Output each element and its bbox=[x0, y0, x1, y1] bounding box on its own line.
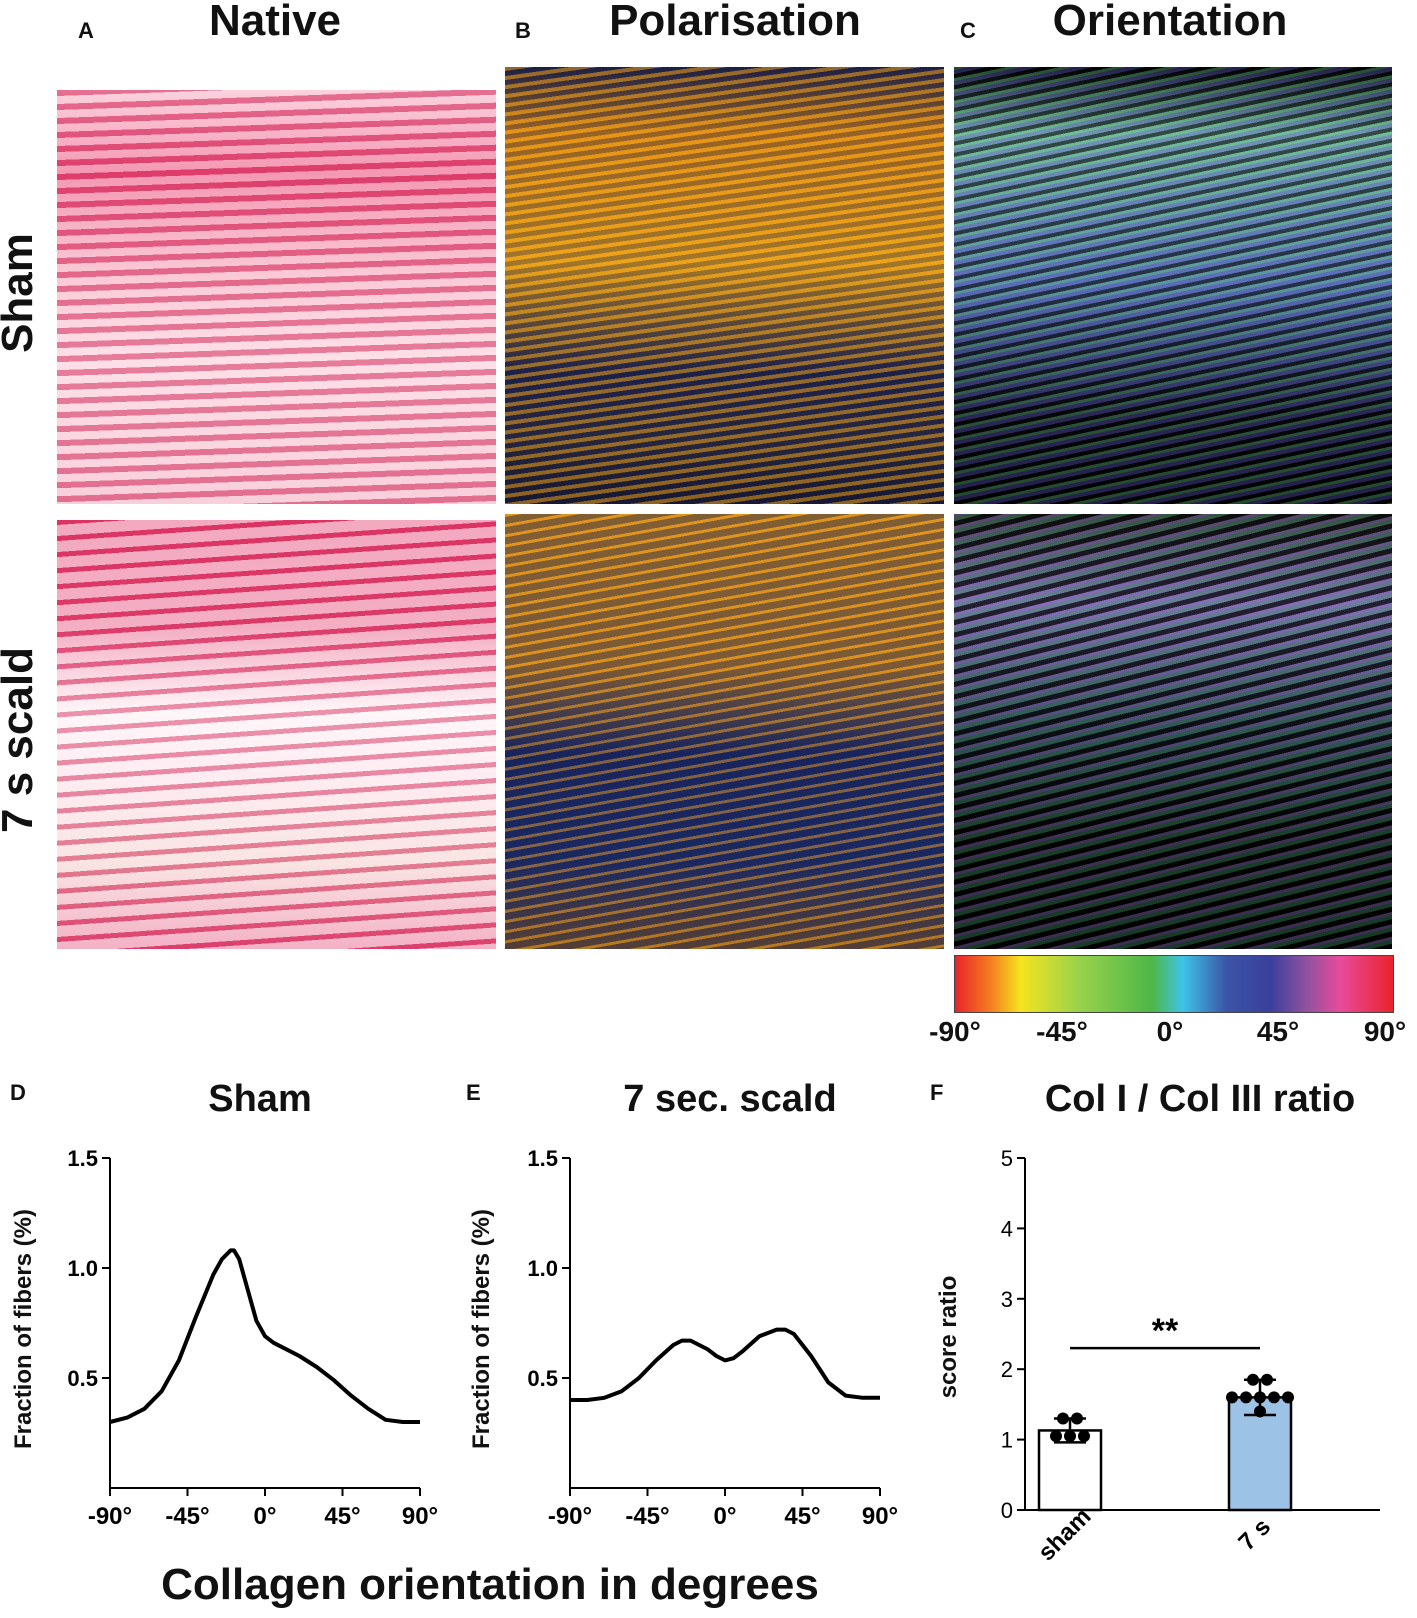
chart-title-ratio: Col I / Col III ratio bbox=[1044, 1078, 1356, 1120]
panel-letter-a: A bbox=[78, 18, 94, 43]
colorbar-tick-label: -45° bbox=[1036, 1016, 1088, 1047]
panel-letter-e: E bbox=[466, 1080, 481, 1105]
column-title-native: Native bbox=[208, 0, 342, 45]
chart-f-data-point bbox=[1071, 1412, 1083, 1425]
chart-f-data-point bbox=[1261, 1373, 1273, 1386]
chart-f-y-tick-label: 5 bbox=[1001, 1150, 1013, 1171]
chart-e-x-tick-label: 45° bbox=[784, 1503, 820, 1530]
chart-d-y-tick-label: 0.5 bbox=[67, 1366, 98, 1391]
colorbar-tick-label: 90° bbox=[1363, 1016, 1407, 1047]
chart-d-x-tick-label: 45° bbox=[324, 1503, 360, 1530]
line-chart-scald: 0.5 1.0 1.5 -90° -45° 0° 45° 90° bbox=[527, 1150, 898, 1530]
y-axis-title-d: Fraction of fibers (%) bbox=[10, 1208, 37, 1449]
micrograph-polarisation-scald bbox=[505, 514, 944, 949]
chart-f-data-point bbox=[1057, 1412, 1069, 1425]
chart-f-significance-marker: ** bbox=[1152, 1312, 1179, 1350]
chart-f-y-tick-label: 3 bbox=[1001, 1287, 1013, 1312]
chart-f-y-tick-label: 0 bbox=[1001, 1498, 1013, 1523]
panel-letter-d: D bbox=[10, 1080, 26, 1105]
micrograph-orientation-scald bbox=[954, 514, 1392, 949]
chart-f-data-point bbox=[1064, 1430, 1076, 1443]
line-chart-sham: 0.5 1.0 1.5 -90° -45° 0° 45° 90° bbox=[67, 1150, 438, 1530]
chart-e-x-tick-label: -45° bbox=[625, 1503, 669, 1530]
micrograph-orientation-sham bbox=[954, 67, 1392, 504]
chart-title-sham: Sham bbox=[208, 1078, 312, 1120]
chart-f-data-point bbox=[1282, 1391, 1294, 1404]
chart-f-data-point bbox=[1050, 1430, 1062, 1443]
chart-e-series-line bbox=[570, 1327, 880, 1402]
chart-title-scald: 7 sec. scald bbox=[623, 1078, 837, 1120]
shared-x-axis-label: Collagen orientation in degrees bbox=[161, 1560, 819, 1609]
chart-e-y-tick-label: 0.5 bbox=[527, 1366, 558, 1391]
colorbar-tick-label: -90° bbox=[929, 1016, 981, 1047]
chart-e-y-tick-label: 1.5 bbox=[527, 1150, 558, 1171]
y-axis-title-e: Fraction of fibers (%) bbox=[468, 1208, 495, 1449]
chart-f-y-tick-label: 1 bbox=[1001, 1428, 1013, 1453]
chart-f-data-point bbox=[1268, 1391, 1280, 1404]
chart-f-data-point bbox=[1254, 1405, 1266, 1418]
panel-letter-c: C bbox=[960, 18, 976, 43]
chart-f-y-tick-label: 4 bbox=[1001, 1216, 1013, 1241]
chart-f-data-point bbox=[1078, 1430, 1090, 1443]
row-label-sham: Sham bbox=[0, 233, 42, 353]
micrograph-native-sham bbox=[57, 90, 496, 504]
chart-e-x-tick-label: -90° bbox=[548, 1503, 592, 1530]
chart-f-category-label: sham bbox=[1033, 1503, 1096, 1566]
chart-d-y-tick-label: 1.5 bbox=[67, 1150, 98, 1171]
chart-d-y-tick-label: 1.0 bbox=[67, 1256, 98, 1281]
colorbar-tick-label: 45° bbox=[1256, 1016, 1300, 1047]
bar-chart-ratio: 0 1 2 3 4 5 sham 7 s ** bbox=[1001, 1150, 1380, 1566]
column-title-orientation: Orientation bbox=[1052, 0, 1288, 45]
chart-e-x-tick-label: 0° bbox=[714, 1503, 737, 1530]
chart-d-x-tick-label: -90° bbox=[88, 1503, 132, 1530]
chart-d-series-line bbox=[109, 1248, 420, 1424]
micrograph-native-scald bbox=[57, 520, 496, 949]
panel-letter-b: B bbox=[515, 18, 531, 43]
chart-f-bar bbox=[1037, 1429, 1103, 1512]
chart-f-data-point bbox=[1226, 1391, 1238, 1404]
chart-e-y-tick-label: 1.0 bbox=[527, 1256, 558, 1281]
chart-f-category-label: 7 s bbox=[1233, 1513, 1276, 1556]
y-axis-title-f: score ratio bbox=[935, 1275, 962, 1399]
chart-f-data-point bbox=[1240, 1391, 1252, 1404]
micrograph-polarisation-sham bbox=[505, 67, 944, 504]
row-label-7s-scald: 7 s scald bbox=[0, 647, 42, 833]
chart-e-x-tick-label: 90° bbox=[862, 1503, 898, 1530]
chart-d-x-tick-label: 90° bbox=[402, 1503, 438, 1530]
chart-d-x-tick-label: 0° bbox=[254, 1503, 277, 1530]
column-title-polarisation: Polarisation bbox=[609, 0, 861, 45]
orientation-colorbar bbox=[954, 955, 1394, 1013]
chart-f-data-point bbox=[1254, 1391, 1266, 1404]
chart-d-x-tick-label: -45° bbox=[165, 1503, 209, 1530]
chart-f-y-tick-label: 2 bbox=[1001, 1357, 1013, 1382]
colorbar-tick-label: 0° bbox=[1156, 1016, 1184, 1047]
chart-f-data-point bbox=[1247, 1373, 1259, 1386]
panel-letter-f: F bbox=[930, 1080, 944, 1105]
